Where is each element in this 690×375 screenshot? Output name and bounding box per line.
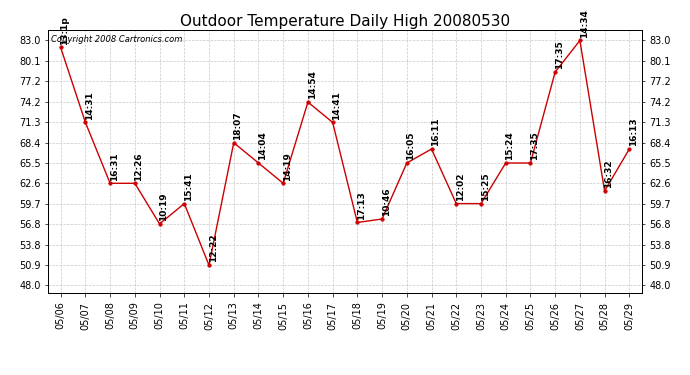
- Text: 18:07: 18:07: [233, 111, 242, 140]
- Text: 12:22: 12:22: [208, 234, 217, 262]
- Text: 17:35: 17:35: [530, 132, 539, 160]
- Text: 16:11: 16:11: [431, 118, 440, 146]
- Text: 12:26: 12:26: [135, 152, 144, 180]
- Text: Copyright 2008 Cartronics.com: Copyright 2008 Cartronics.com: [51, 35, 183, 44]
- Text: 14:04: 14:04: [258, 132, 267, 160]
- Text: 15:24: 15:24: [505, 132, 514, 160]
- Text: 15:25: 15:25: [481, 172, 490, 201]
- Text: 10:46: 10:46: [382, 188, 391, 216]
- Text: 16:31: 16:31: [110, 152, 119, 180]
- Title: Outdoor Temperature Daily High 20080530: Outdoor Temperature Daily High 20080530: [180, 14, 510, 29]
- Text: 16:05: 16:05: [406, 132, 415, 160]
- Text: 12:02: 12:02: [456, 172, 465, 201]
- Text: 15:41: 15:41: [184, 172, 193, 201]
- Text: 14:41: 14:41: [333, 91, 342, 120]
- Text: 16:32: 16:32: [604, 160, 613, 188]
- Text: 17:13: 17:13: [357, 191, 366, 220]
- Text: 14:34: 14:34: [580, 9, 589, 38]
- Text: 14:54: 14:54: [308, 70, 317, 99]
- Text: 14:19: 14:19: [283, 152, 292, 180]
- Text: 17:35: 17:35: [555, 40, 564, 69]
- Text: 13:1p: 13:1p: [60, 16, 69, 45]
- Text: 14:31: 14:31: [85, 91, 94, 120]
- Text: 16:13: 16:13: [629, 118, 638, 146]
- Text: 10:19: 10:19: [159, 192, 168, 221]
